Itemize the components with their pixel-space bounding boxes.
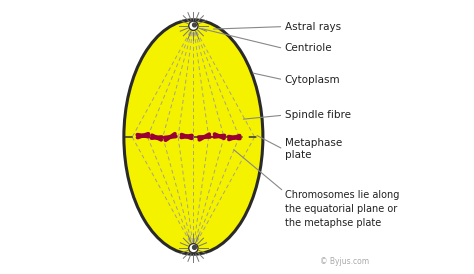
Text: Centriole: Centriole [285,43,332,53]
Circle shape [189,21,198,30]
Circle shape [192,23,196,27]
Circle shape [192,246,196,249]
Text: Spindle fibre: Spindle fibre [285,110,351,120]
Text: Chromosomes lie along
the equatorial plane or
the metaphse plate: Chromosomes lie along the equatorial pla… [285,190,399,228]
Ellipse shape [124,20,263,254]
Circle shape [189,244,198,253]
Text: Metaphase
plate: Metaphase plate [285,138,342,160]
Text: Astral rays: Astral rays [285,22,341,32]
Text: Cytoplasm: Cytoplasm [285,75,340,85]
Text: © Byjus.com: © Byjus.com [320,258,369,267]
